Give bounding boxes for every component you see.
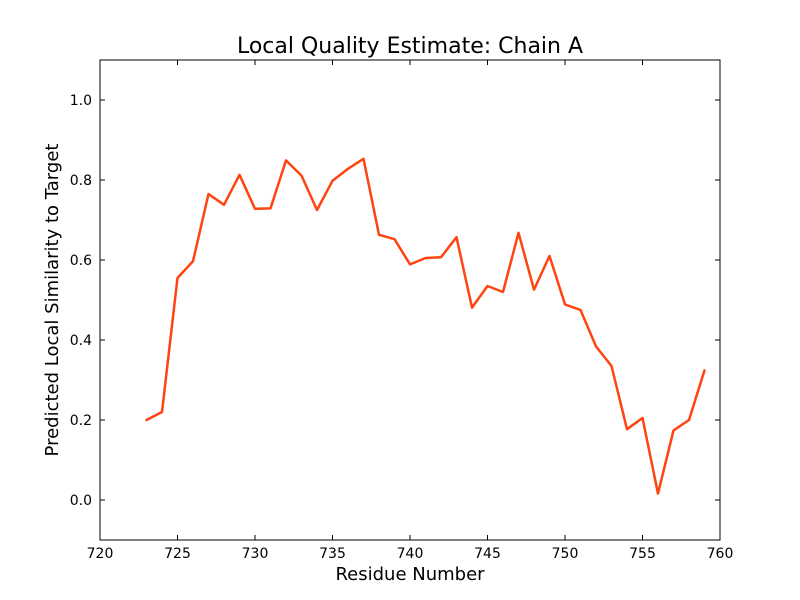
x-tick-label: 730 [242,546,269,562]
x-tick-label: 720 [87,546,114,562]
x-axis-label: Residue Number [335,564,485,585]
chart-title: Local Quality Estimate: Chain A [237,34,583,59]
x-tick-label: 750 [552,546,579,562]
y-tick-label: 0.4 [70,333,92,349]
x-tick-label: 745 [474,546,501,562]
y-axis-label: Predicted Local Similarity to Target [42,144,63,457]
x-axis-ticks: 720 725 730 735 740 745 750 755 760 [87,60,734,562]
y-tick-label: 0.0 [70,493,92,509]
x-tick-label: 755 [629,546,656,562]
y-axis-ticks: 0.0 0.2 0.4 0.6 0.8 1.0 [70,93,720,509]
y-tick-label: 0.2 [70,413,92,429]
x-tick-label: 740 [397,546,424,562]
x-tick-label: 735 [319,546,346,562]
x-tick-label: 725 [164,546,191,562]
series-line [145,157,706,495]
y-tick-label: 1.0 [70,93,92,109]
y-tick-label: 0.8 [70,173,92,189]
y-tick-label: 0.6 [70,253,92,269]
plot-area [145,157,706,495]
x-tick-label: 760 [707,546,734,562]
